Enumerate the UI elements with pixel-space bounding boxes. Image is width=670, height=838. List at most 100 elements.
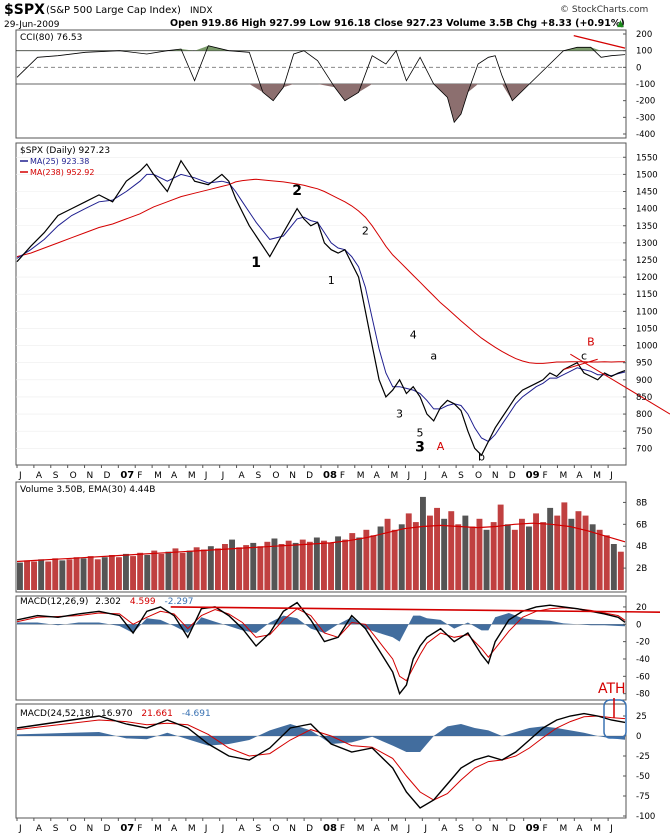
volume-bar <box>519 518 525 590</box>
volume-bar <box>434 507 440 590</box>
x-axis-bottom-tick-label: M <box>188 824 196 834</box>
x-axis-bottom-tick-label: A <box>374 824 381 834</box>
wave-label: 2 <box>292 183 302 199</box>
cci-tick-label: 0 <box>636 63 641 73</box>
price-tick-label: 1350 <box>636 222 658 232</box>
price-tick-label: 1450 <box>636 188 658 198</box>
quote-up-arrow-icon: ▲ <box>617 19 624 29</box>
macd1-legend-label: MACD(12,26,9) <box>20 597 88 607</box>
volume-bar <box>476 518 483 590</box>
volume-bar <box>31 561 37 590</box>
cci-tick-label: -200 <box>636 97 655 107</box>
volume-bar <box>504 524 511 590</box>
volume-plot: 8B 6B 4B 2B <box>16 496 647 590</box>
volume-bar <box>356 537 363 590</box>
cci-tick-label: -300 <box>636 113 655 123</box>
volume-bar <box>73 557 80 590</box>
volume-bar <box>87 556 94 590</box>
price-tick-label: 1050 <box>636 324 658 334</box>
macd2-panel <box>15 703 627 819</box>
x-axis-middle-tick-label: S <box>255 471 261 481</box>
volume-bar <box>575 511 582 590</box>
volume-bar <box>299 539 306 590</box>
volume-bar <box>94 559 101 590</box>
price-legend-title: $SPX (Daily) 927.23 <box>20 146 110 156</box>
macd1-tick-label: -80 <box>636 690 650 700</box>
wave-label: 1 <box>251 255 261 271</box>
x-axis-middle-tick-label: J <box>609 471 613 481</box>
x-axis-bottom-tick-label: M <box>593 824 601 834</box>
x-axis-bottom-tick-label: D <box>103 824 110 834</box>
macd1-tick-label: 0 <box>636 620 641 630</box>
x-axis-bottom-tick-label: M <box>154 824 162 834</box>
x-axis-middle-tick-label: J <box>406 471 410 481</box>
x-axis-middle-tick-label: N <box>492 471 499 481</box>
volume-bar <box>582 515 589 590</box>
index-name-label: (S&P 500 Large Cap Index) <box>46 5 181 16</box>
x-axis-bottom-tick-label: D <box>509 824 516 834</box>
x-axis-bottom-tick-label: F <box>137 824 142 834</box>
ma-short-legend: MA(25) 923.38 <box>30 157 89 166</box>
x-axis-middle-tick-label: M <box>559 471 567 481</box>
x-axis-bottom-tick-label: 07 <box>120 823 134 834</box>
volume-bar <box>80 558 87 590</box>
cci-line <box>16 45 626 124</box>
volume-bar <box>165 551 172 590</box>
volume-bar <box>540 522 547 590</box>
x-axis-middle-tick-label: 07 <box>120 470 134 481</box>
volume-bar <box>391 529 398 590</box>
wave-label: c <box>581 349 587 362</box>
volume-bar <box>462 515 469 590</box>
macd2-legend-text: MACD(24,52,18) 16.970 21.661 -4.691 <box>20 709 211 719</box>
volume-bar <box>490 522 497 590</box>
volume-bar <box>151 550 158 590</box>
volume-bar <box>420 496 426 590</box>
x-axis-middle-tick-label: 09 <box>526 470 540 481</box>
x-axis-bottom-tick-label: A <box>576 824 583 834</box>
x-axis-bottom-tick-label: F <box>543 824 548 834</box>
volume-bar <box>193 547 200 590</box>
x-axis-middle-tick-label: A <box>576 471 583 481</box>
date-label: 29-Jun-2009 <box>4 20 60 30</box>
wave-label: 3 <box>396 407 403 420</box>
volume-bar <box>186 550 193 590</box>
volume-bar <box>568 518 575 590</box>
x-axis-middle-tick-label: O <box>272 471 279 481</box>
x-axis-middle-tick-label: J <box>221 471 225 481</box>
volume-bar <box>370 535 377 590</box>
x-axis-middle-tick-label: A <box>374 471 381 481</box>
macd2-tick-label: 25 <box>636 712 647 722</box>
volume-bar <box>603 535 610 590</box>
macd1-histogram <box>17 613 625 642</box>
volume-bar <box>215 548 221 590</box>
volume-bar <box>561 502 568 590</box>
price-legend: $SPX (Daily) 927.23 MA(25) 923.38 MA(238… <box>20 146 110 177</box>
macd1-tick-label: -40 <box>636 655 650 665</box>
price-tick-label: 1550 <box>636 153 658 163</box>
volume-ema-line <box>16 522 626 563</box>
volume-bar <box>24 560 30 590</box>
volume-bar <box>144 555 151 590</box>
x-axis-bottom-tick-label: J <box>204 824 208 834</box>
x-axis-middle-tick-label: A <box>36 471 43 481</box>
exchange-label: INDX <box>190 6 212 16</box>
wave-label: 5 <box>417 426 424 439</box>
x-axis-middle-tick-label: S <box>458 471 464 481</box>
x-axis-middle-tick-label: F <box>340 471 345 481</box>
x-axis-bottom-tick-label: S <box>53 824 59 834</box>
volume-bar <box>306 541 313 590</box>
x-axis-middle-tick-label: J <box>204 471 208 481</box>
x-axis-middle-tick-label: 08 <box>323 470 337 481</box>
x-axis-middle-tick-label: N <box>289 471 296 481</box>
brand-label: © StockCharts.com <box>560 5 648 15</box>
x-axis-middle-tick-label: M <box>593 471 601 481</box>
volume-legend-text: Volume 3.50B, EMA(30) 4.44B <box>20 485 155 495</box>
volume-bar <box>250 542 257 590</box>
x-axis-bottom-tick-label: N <box>492 824 499 834</box>
x-axis-bottom-tick-label: O <box>70 824 77 834</box>
volume-bar <box>52 558 59 590</box>
volume-tick-label: 8B <box>636 498 647 508</box>
wave-label: A <box>437 440 445 453</box>
x-axis-bottom-tick-label: 08 <box>323 823 337 834</box>
volume-bar <box>349 533 356 590</box>
